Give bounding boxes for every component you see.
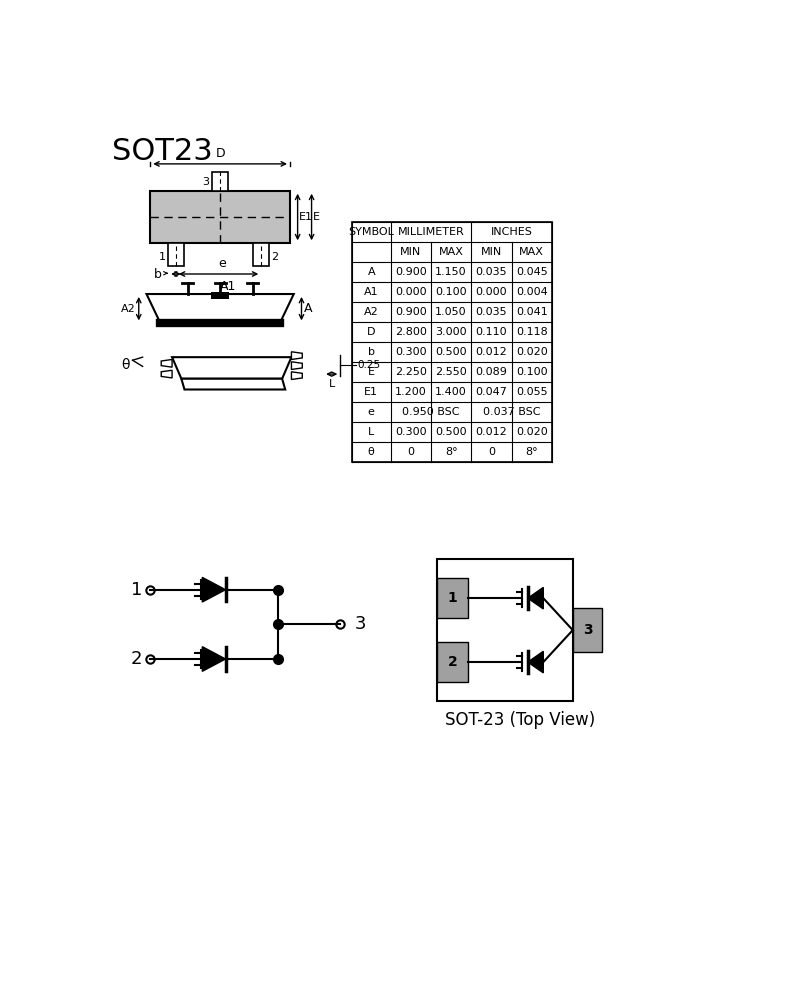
Text: L: L xyxy=(368,427,374,437)
Text: 3: 3 xyxy=(202,177,210,187)
Text: 2.800: 2.800 xyxy=(395,327,426,337)
Bar xyxy=(150,191,290,243)
Text: 0.020: 0.020 xyxy=(516,427,547,437)
Text: 0.300: 0.300 xyxy=(395,427,426,437)
Text: 0.000: 0.000 xyxy=(395,287,426,297)
Text: 1: 1 xyxy=(130,581,142,599)
Text: 8°: 8° xyxy=(526,447,538,457)
Text: MIN: MIN xyxy=(481,247,502,257)
Text: 0.055: 0.055 xyxy=(516,387,547,397)
Text: A: A xyxy=(304,302,312,315)
Bar xyxy=(573,608,602,652)
Text: 0.900: 0.900 xyxy=(395,307,426,317)
Bar xyxy=(437,578,468,618)
Text: e: e xyxy=(218,257,226,270)
Text: 0.020: 0.020 xyxy=(516,347,547,357)
Text: 0.035: 0.035 xyxy=(475,307,507,317)
Text: MILLIMETER: MILLIMETER xyxy=(398,227,464,237)
Text: E: E xyxy=(368,367,374,377)
Text: 1: 1 xyxy=(159,252,166,262)
Text: 1.200: 1.200 xyxy=(395,387,426,397)
Text: 2: 2 xyxy=(448,655,458,669)
Text: 0.900: 0.900 xyxy=(395,267,426,277)
Text: 0.100: 0.100 xyxy=(435,287,467,297)
Text: 0.500: 0.500 xyxy=(435,347,467,357)
Polygon shape xyxy=(182,379,286,389)
Text: A2: A2 xyxy=(364,307,378,317)
Text: b: b xyxy=(368,347,374,357)
Text: 3.000: 3.000 xyxy=(435,327,467,337)
Text: 0.300: 0.300 xyxy=(395,347,426,357)
Text: 0.25: 0.25 xyxy=(358,360,381,370)
Text: 0.950 BSC: 0.950 BSC xyxy=(402,407,460,417)
Polygon shape xyxy=(202,647,226,671)
Text: 1.050: 1.050 xyxy=(435,307,467,317)
Text: 0: 0 xyxy=(407,447,414,457)
Text: A2: A2 xyxy=(121,304,136,314)
Text: 1: 1 xyxy=(448,591,458,605)
Text: MAX: MAX xyxy=(438,247,463,257)
Text: 2.250: 2.250 xyxy=(395,367,426,377)
Polygon shape xyxy=(172,357,291,379)
Text: 0: 0 xyxy=(488,447,495,457)
Text: A: A xyxy=(367,267,375,277)
Text: 0.004: 0.004 xyxy=(516,287,547,297)
Text: E: E xyxy=(313,212,320,222)
Text: 0.045: 0.045 xyxy=(516,267,547,277)
Text: 0.035: 0.035 xyxy=(475,267,507,277)
Bar xyxy=(352,222,552,462)
Text: θ: θ xyxy=(122,358,130,372)
Text: 0.047: 0.047 xyxy=(475,387,507,397)
Text: A1: A1 xyxy=(364,287,378,297)
Text: D: D xyxy=(367,327,375,337)
Text: 0.041: 0.041 xyxy=(516,307,547,317)
Text: 3: 3 xyxy=(354,615,366,633)
Text: A1: A1 xyxy=(220,280,236,293)
Text: 0.500: 0.500 xyxy=(435,427,467,437)
Polygon shape xyxy=(162,359,172,367)
Text: 0.012: 0.012 xyxy=(475,427,507,437)
Text: 0.000: 0.000 xyxy=(475,287,507,297)
Text: 2: 2 xyxy=(130,650,142,668)
Text: L: L xyxy=(329,379,335,389)
Text: SOT23: SOT23 xyxy=(112,137,212,166)
Text: SOT-23 (Top View): SOT-23 (Top View) xyxy=(445,711,594,729)
Text: SYMBOL: SYMBOL xyxy=(348,227,394,237)
Bar xyxy=(254,243,269,266)
Text: θ: θ xyxy=(368,447,374,457)
Text: 1.150: 1.150 xyxy=(435,267,467,277)
Bar xyxy=(211,292,230,299)
Text: D: D xyxy=(215,147,225,160)
Bar xyxy=(212,172,228,191)
Text: 0.037 BSC: 0.037 BSC xyxy=(482,407,540,417)
Text: 0.100: 0.100 xyxy=(516,367,547,377)
Text: MAX: MAX xyxy=(519,247,544,257)
Text: MIN: MIN xyxy=(400,247,422,257)
Text: E1: E1 xyxy=(364,387,378,397)
Polygon shape xyxy=(528,587,543,609)
Text: 2: 2 xyxy=(271,252,278,262)
Text: E1: E1 xyxy=(299,212,313,222)
Polygon shape xyxy=(162,370,172,378)
Text: 0.110: 0.110 xyxy=(475,327,507,337)
Text: 3: 3 xyxy=(582,623,592,637)
Text: b: b xyxy=(154,267,162,280)
Text: 0.089: 0.089 xyxy=(475,367,507,377)
Text: 0.118: 0.118 xyxy=(516,327,547,337)
Text: e: e xyxy=(368,407,374,417)
Text: 8°: 8° xyxy=(445,447,458,457)
Polygon shape xyxy=(202,577,226,602)
Text: INCHES: INCHES xyxy=(490,227,533,237)
Polygon shape xyxy=(291,352,302,359)
Bar xyxy=(168,243,184,266)
Text: 1.400: 1.400 xyxy=(435,387,467,397)
Bar xyxy=(437,559,573,701)
Polygon shape xyxy=(146,294,294,323)
Polygon shape xyxy=(528,651,543,673)
Bar xyxy=(437,642,468,682)
Text: 0.012: 0.012 xyxy=(475,347,507,357)
Polygon shape xyxy=(291,372,302,379)
Text: 2.550: 2.550 xyxy=(435,367,467,377)
Polygon shape xyxy=(291,362,302,369)
